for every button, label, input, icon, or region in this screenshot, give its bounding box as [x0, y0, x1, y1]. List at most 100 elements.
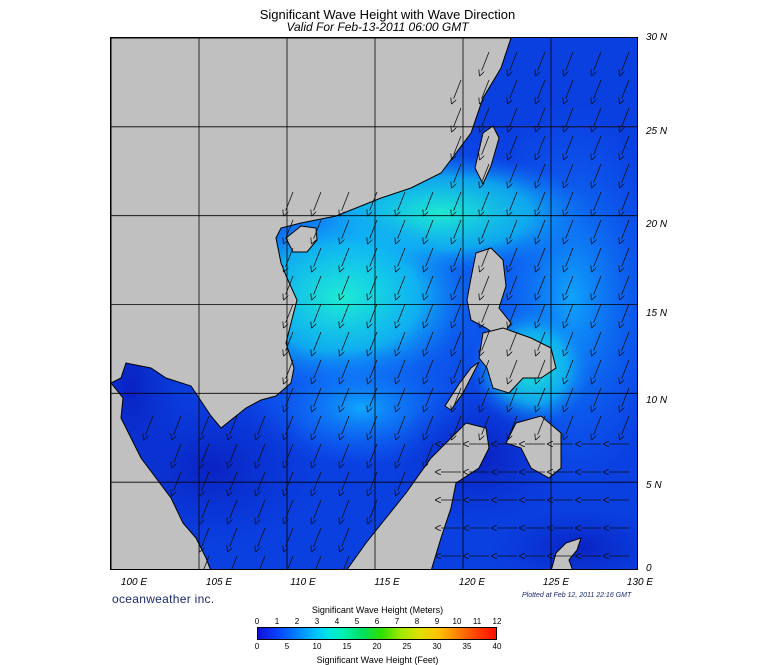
wave-direction-arrow [454, 79, 462, 99]
brand-logo-text: oceanweather inc. [112, 592, 215, 606]
wave-direction-arrow [398, 303, 406, 323]
wave-direction-arrow [566, 219, 574, 239]
wave-direction-arrow [594, 219, 602, 239]
wave-height-colorbar [257, 627, 497, 640]
wave-direction-arrow [426, 331, 434, 351]
wave-direction-arrow [398, 275, 406, 295]
wave-direction-arrow [314, 443, 322, 463]
wave-direction-arrow [342, 527, 350, 547]
wave-direction-arrow [510, 359, 518, 379]
wave-direction-arrow [482, 163, 490, 183]
lat-label-30n: 30 N [646, 32, 668, 43]
wave-direction-arrow [538, 247, 546, 267]
wave-direction-arrow [510, 387, 518, 407]
wave-direction-arrow [566, 247, 574, 267]
wave-direction-arrow [146, 415, 154, 435]
wave-direction-arrow [202, 443, 210, 463]
wave-direction-arrow [510, 219, 518, 239]
wave-direction-arrow [622, 51, 630, 71]
wave-direction-arrow [342, 415, 350, 435]
wave-direction-arrow [566, 51, 574, 71]
wave-direction-arrow [314, 471, 322, 491]
wave-direction-arrow [426, 219, 434, 239]
plotted-timestamp: Plotted at Feb 12, 2011 22:16 GMT [522, 592, 632, 599]
wave-direction-arrow [454, 303, 462, 323]
wave-direction-arrow [538, 163, 546, 183]
wave-direction-arrow [510, 247, 518, 267]
wave-direction-arrow [622, 331, 630, 351]
wave-direction-arrow [370, 499, 378, 519]
wave-direction-arrow [594, 191, 602, 211]
wave-direction-arrow [314, 331, 322, 351]
mainland-asia [111, 38, 512, 429]
wave-direction-arrow [566, 79, 574, 99]
map-subtitle: Valid For Feb-13-2011 06:00 GMT [286, 20, 469, 34]
sulawesi-island [551, 537, 582, 569]
wave-direction-arrow [202, 471, 210, 491]
wave-direction-arrow [203, 555, 210, 569]
wave-direction-arrow [566, 135, 574, 155]
wave-direction-arrow [286, 359, 294, 379]
wave-direction-arrow [622, 107, 630, 127]
land-masses [111, 38, 582, 569]
map-title: Significant Wave Height with Wave Direct… [259, 7, 516, 22]
wave-direction-arrow [258, 415, 266, 435]
wave-direction-arrow [510, 415, 518, 435]
wave-direction-arrow [426, 191, 434, 211]
wave-direction-arrow [566, 191, 574, 211]
wave-direction-arrow [538, 135, 546, 155]
meter-tick-label: 12 [492, 617, 502, 626]
wave-direction-arrow [538, 359, 546, 379]
wave-direction-arrow [482, 135, 490, 155]
wave-direction-arrow [594, 387, 602, 407]
wave-direction-arrow [398, 331, 406, 351]
wave-direction-arrow [174, 443, 182, 463]
wave-direction-arrow [594, 163, 602, 183]
wave-direction-arrow [314, 275, 322, 295]
wave-direction-arrow [510, 163, 518, 183]
meter-tick-label: 8 [414, 617, 420, 626]
wave-direction-arrow [370, 331, 378, 351]
wave-direction-arrow [482, 107, 490, 127]
wave-direction-arrow [230, 415, 238, 435]
feet-tick-label: 5 [284, 642, 290, 651]
wave-direction-arrow [398, 471, 406, 491]
wave-direction-arrow [286, 387, 294, 407]
lat-label-20n: 20 N [646, 219, 668, 230]
wave-direction-arrow [482, 275, 490, 295]
wave-direction-arrow [370, 359, 378, 379]
meter-tick-label: 11 [472, 617, 482, 626]
wave-direction-arrow [426, 275, 434, 295]
wave-direction-arrow [370, 415, 378, 435]
wave-direction-arrow [482, 331, 490, 351]
legend-title-feet: Significant Wave Height (Feet) [316, 655, 439, 665]
wave-direction-arrow [342, 247, 350, 267]
lon-label-125e: 125 E [542, 577, 570, 588]
wave-direction-arrow [482, 79, 490, 99]
wave-direction-arrow [566, 359, 574, 379]
wave-direction-arrow [342, 359, 350, 379]
wave-direction-arrow [482, 387, 490, 407]
wave-direction-arrow [342, 331, 350, 351]
wave-direction-arrow [286, 527, 294, 547]
meter-tick-label: 6 [374, 617, 380, 626]
wave-direction-arrow [538, 51, 546, 71]
wave-direction-arrow [510, 51, 518, 71]
lon-label-110e: 110 E [290, 577, 316, 588]
wave-direction-arrow [286, 499, 294, 519]
wave-direction-arrow [622, 387, 630, 407]
wave-direction-arrow [398, 387, 406, 407]
wave-direction-arrow [398, 219, 406, 239]
wave-direction-arrow [342, 499, 350, 519]
wave-direction-arrow [174, 415, 182, 435]
wave-direction-arrow [566, 387, 574, 407]
wave-direction-arrow [482, 359, 490, 379]
wave-direction-arrow [286, 275, 294, 295]
wave-direction-arrow [286, 415, 294, 435]
wave-direction-arrow [454, 387, 462, 407]
lat-label-5n: 5 N [646, 480, 662, 491]
wave-direction-arrow [174, 471, 182, 491]
wave-direction-arrow [202, 527, 210, 547]
feet-tick-label: 35 [462, 642, 472, 651]
meter-tick-label: 1 [274, 617, 280, 626]
